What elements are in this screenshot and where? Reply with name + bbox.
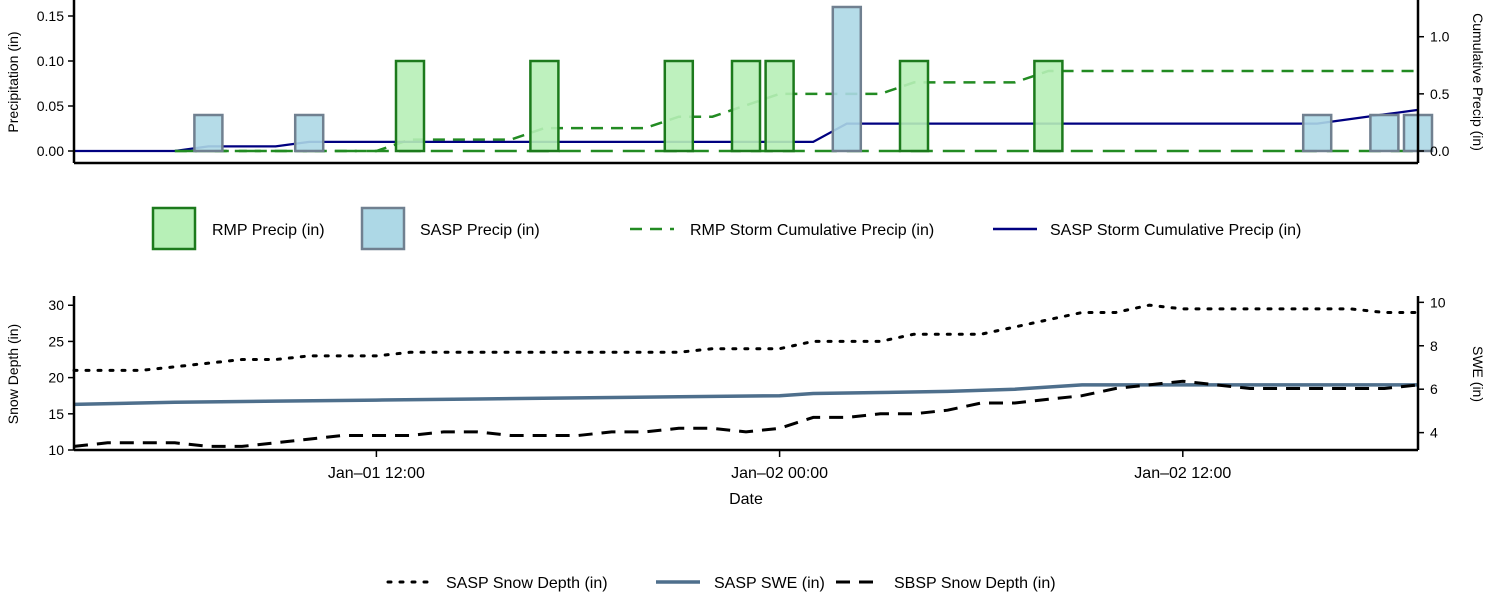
rmp-precip-bar bbox=[529, 59, 560, 153]
y-tick-label-right: 8 bbox=[1430, 338, 1438, 354]
x-tick-label: Jan–01 12:00 bbox=[328, 465, 425, 482]
rmp-precip-bar bbox=[898, 59, 930, 153]
y-axis-title-right: Cumulative Precip (in) bbox=[1470, 13, 1486, 151]
legend-label: SASP Snow Depth (in) bbox=[446, 575, 608, 592]
y-tick-label: 30 bbox=[48, 297, 64, 313]
rmp-precip-bar bbox=[663, 59, 695, 153]
precip-plot: 0.00 0.05 0.10 0.15 0.0 0.5 1.0 Precipitation (… bbox=[5, 0, 1486, 165]
y-tick-label: 20 bbox=[48, 370, 64, 386]
y-axis-title: Precipitation (in) bbox=[5, 31, 21, 132]
snow-series-line-0 bbox=[72, 303, 1420, 372]
y-tick-label: 0.05 bbox=[37, 98, 64, 114]
legend-label: RMP Storm Cumulative Precip (in) bbox=[690, 222, 934, 239]
y-tick-label: 15 bbox=[48, 406, 64, 422]
snow-legend: SASP Snow Depth (in) SASP SWE (in) SBSP Sn… bbox=[386, 575, 1056, 592]
sasp-precip-bar bbox=[1301, 113, 1333, 153]
y-tick-label: 0.15 bbox=[37, 8, 64, 24]
y-tick-label-right: 10 bbox=[1430, 294, 1446, 310]
y-tick-label: 0.10 bbox=[37, 53, 64, 69]
sasp-precip-bar bbox=[831, 5, 863, 153]
y-tick-label-right: 0.0 bbox=[1430, 143, 1450, 159]
precip-legend: RMP Precip (in) SASP Precip (in) RMP Storm… bbox=[151, 206, 1301, 251]
x-tick-label: Jan–02 00:00 bbox=[731, 465, 828, 482]
legend-swatch bbox=[360, 206, 406, 251]
y-tick-label-right: 0.5 bbox=[1430, 86, 1450, 102]
y-tick-label-right: 4 bbox=[1430, 425, 1438, 441]
x-axis-title: Date bbox=[729, 491, 763, 508]
y-tick-label-right: 1.0 bbox=[1430, 29, 1450, 45]
y-axis-title: Snow Depth (in) bbox=[5, 324, 21, 424]
legend-label: SBSP Snow Depth (in) bbox=[894, 575, 1056, 592]
rmp-precip-bar bbox=[730, 59, 762, 153]
snow-series-line-1 bbox=[73, 383, 1418, 407]
sasp-precip-bar bbox=[293, 113, 325, 153]
y-tick-label: 0.00 bbox=[37, 143, 64, 159]
rmp-precip-bar bbox=[394, 59, 426, 153]
legend-label: SASP Precip (in) bbox=[420, 222, 540, 239]
legend-swatch bbox=[151, 206, 197, 251]
rmp-precip-bar bbox=[1033, 59, 1064, 153]
sasp-precip-bar bbox=[193, 113, 224, 153]
rmp-precip-bar bbox=[764, 59, 795, 153]
legend-label: SASP Storm Cumulative Precip (in) bbox=[1050, 222, 1301, 239]
legend-label: RMP Precip (in) bbox=[212, 222, 325, 239]
x-tick-label: Jan–02 12:00 bbox=[1134, 465, 1231, 482]
y-axis-title-right: SWE (in) bbox=[1470, 346, 1486, 402]
y-tick-label-right: 6 bbox=[1430, 381, 1438, 397]
snow-plot: 10 15 20 25 30 4 6 8 10 Jan–01 12:00 Jan–02 00:00 J… bbox=[5, 294, 1486, 508]
y-tick-label: 10 bbox=[48, 442, 64, 458]
sasp-precip-bar bbox=[1369, 113, 1400, 153]
precip-line-0 bbox=[174, 69, 1418, 153]
y-tick-label: 25 bbox=[48, 333, 64, 349]
snow-series-line-2 bbox=[73, 379, 1419, 448]
legend-label: SASP SWE (in) bbox=[714, 575, 825, 592]
